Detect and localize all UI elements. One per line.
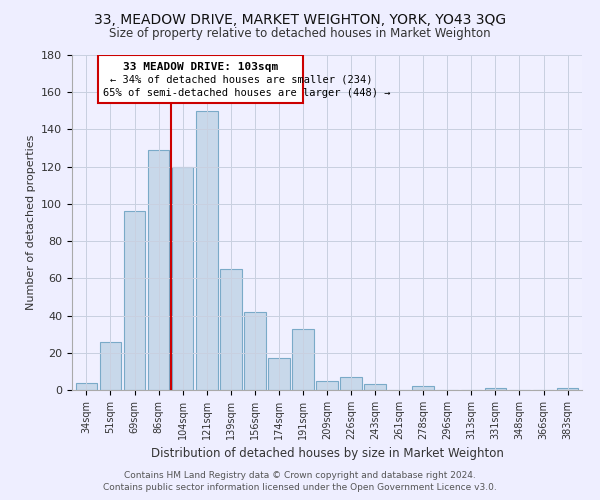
Bar xyxy=(100,342,121,390)
Bar xyxy=(220,269,242,390)
Bar xyxy=(340,377,362,390)
Text: Size of property relative to detached houses in Market Weighton: Size of property relative to detached ho… xyxy=(109,28,491,40)
Bar xyxy=(557,388,578,390)
Bar xyxy=(485,388,506,390)
Bar xyxy=(292,328,314,390)
Bar xyxy=(172,166,193,390)
Text: 33, MEADOW DRIVE, MARKET WEIGHTON, YORK, YO43 3QG: 33, MEADOW DRIVE, MARKET WEIGHTON, YORK,… xyxy=(94,12,506,26)
Bar xyxy=(124,212,145,390)
Text: 65% of semi-detached houses are larger (448) →: 65% of semi-detached houses are larger (… xyxy=(103,88,391,99)
Bar xyxy=(316,380,338,390)
Text: ← 34% of detached houses are smaller (234): ← 34% of detached houses are smaller (23… xyxy=(110,74,373,85)
Bar xyxy=(148,150,169,390)
Y-axis label: Number of detached properties: Number of detached properties xyxy=(26,135,35,310)
Bar xyxy=(364,384,386,390)
Bar xyxy=(196,111,218,390)
Text: 33 MEADOW DRIVE: 103sqm: 33 MEADOW DRIVE: 103sqm xyxy=(123,62,278,72)
Bar xyxy=(412,386,434,390)
FancyBboxPatch shape xyxy=(98,55,303,104)
Text: Contains HM Land Registry data © Crown copyright and database right 2024.
Contai: Contains HM Land Registry data © Crown c… xyxy=(103,471,497,492)
Bar xyxy=(76,382,97,390)
X-axis label: Distribution of detached houses by size in Market Weighton: Distribution of detached houses by size … xyxy=(151,448,503,460)
Bar xyxy=(244,312,266,390)
Bar xyxy=(268,358,290,390)
